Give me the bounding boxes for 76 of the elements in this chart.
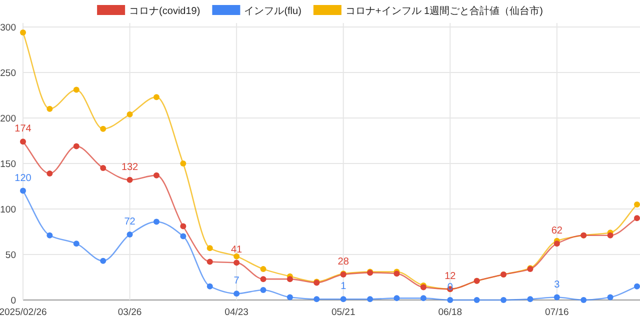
data-label: 41 (231, 244, 243, 256)
legend-label: インフル(flu) (244, 6, 302, 17)
point (554, 294, 560, 300)
x-tick-label: 04/23 (224, 307, 248, 318)
point (206, 258, 213, 265)
point (500, 297, 507, 303)
point (100, 165, 106, 172)
point (100, 126, 106, 132)
point (234, 253, 240, 260)
point (73, 240, 80, 247)
point (180, 223, 186, 230)
y-tick-label: 200 (0, 114, 16, 124)
point (634, 215, 640, 222)
data-label: 120 (14, 172, 32, 184)
y-tick-label: 50 (5, 250, 16, 261)
y-tick-label: 100 (0, 204, 16, 216)
point (420, 295, 426, 302)
point (20, 29, 26, 36)
data-label: 1 (340, 281, 347, 292)
point (607, 294, 614, 300)
legend-label: コロナ(covid19) (129, 6, 200, 17)
point (46, 106, 53, 112)
point (126, 231, 133, 238)
point (73, 86, 80, 93)
point (580, 297, 587, 303)
point (634, 283, 640, 290)
point (234, 260, 240, 266)
point (286, 276, 293, 282)
point (153, 94, 160, 100)
point (20, 188, 26, 194)
point (634, 201, 640, 208)
point (260, 276, 266, 282)
data-label: 62 (551, 226, 563, 237)
y-tick-label: 0 (10, 296, 16, 306)
point (180, 160, 186, 166)
x-tick-label: 07/16 (545, 307, 569, 318)
point (260, 266, 266, 272)
x-tick-label: 06/18 (438, 307, 462, 318)
point (260, 286, 266, 293)
data-label: 3 (554, 279, 560, 290)
point (153, 218, 160, 225)
point (46, 232, 53, 238)
data-label: 72 (124, 216, 136, 228)
point (126, 111, 133, 118)
x-tick-label: 2025/02/26 (0, 307, 47, 318)
data-label: 174 (14, 124, 32, 135)
data-label: 7 (234, 276, 240, 287)
point (554, 240, 560, 247)
point (20, 138, 26, 145)
point (394, 295, 400, 302)
point (474, 297, 480, 303)
point (314, 296, 320, 302)
point (206, 283, 213, 290)
point (100, 258, 106, 264)
point (447, 297, 454, 303)
legend-label: コロナ+インフル 1週間ごと合計値（仙台市) (345, 5, 543, 17)
x-tick-label: 03/26 (118, 307, 142, 318)
point (153, 172, 160, 178)
point (340, 296, 346, 302)
point (46, 170, 53, 177)
point (607, 232, 614, 238)
y-tick-label: 150 (0, 159, 16, 170)
data-label: 132 (121, 162, 139, 173)
data-label: 12 (444, 271, 456, 282)
y-tick-label: 300 (0, 22, 16, 34)
point (206, 245, 213, 252)
data-label: 28 (338, 256, 350, 268)
point (286, 294, 293, 300)
x-tick-label: 05/21 (331, 307, 356, 318)
point (367, 296, 374, 302)
point (180, 233, 186, 240)
point (126, 176, 133, 183)
y-tick-label: 250 (0, 68, 16, 79)
point (234, 290, 240, 297)
point (73, 143, 80, 150)
point (527, 296, 534, 302)
